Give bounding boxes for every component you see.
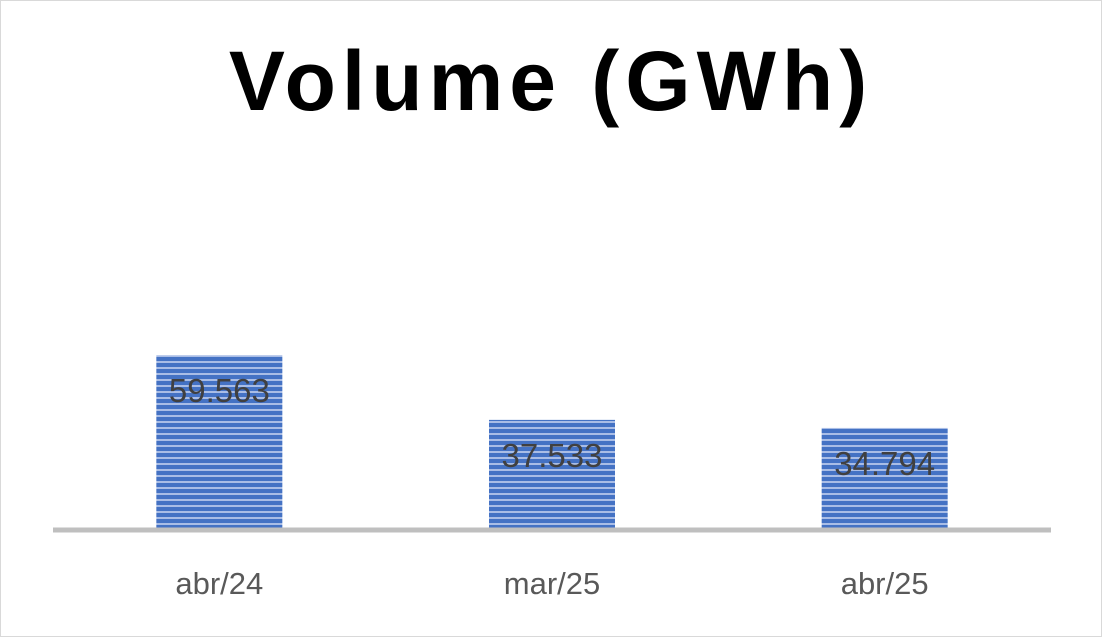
data-label: 37.533: [502, 437, 603, 474]
data-label: 59.563: [169, 372, 270, 409]
x-tick-labels: abr/24 mar/25 abr/25: [175, 566, 928, 601]
bar-abr-25: [821, 427, 948, 530]
data-label: 34.794: [834, 445, 935, 482]
x-tick-label: abr/25: [841, 566, 929, 601]
bar-mar-25: [489, 419, 615, 530]
bar-abr-24: [156, 355, 283, 530]
bars-group: 59.563 37.533 34.794: [156, 355, 948, 530]
chart-title: Volume (GWh): [228, 34, 874, 128]
x-tick-label: mar/25: [504, 566, 600, 601]
x-tick-label: abr/24: [175, 566, 263, 601]
